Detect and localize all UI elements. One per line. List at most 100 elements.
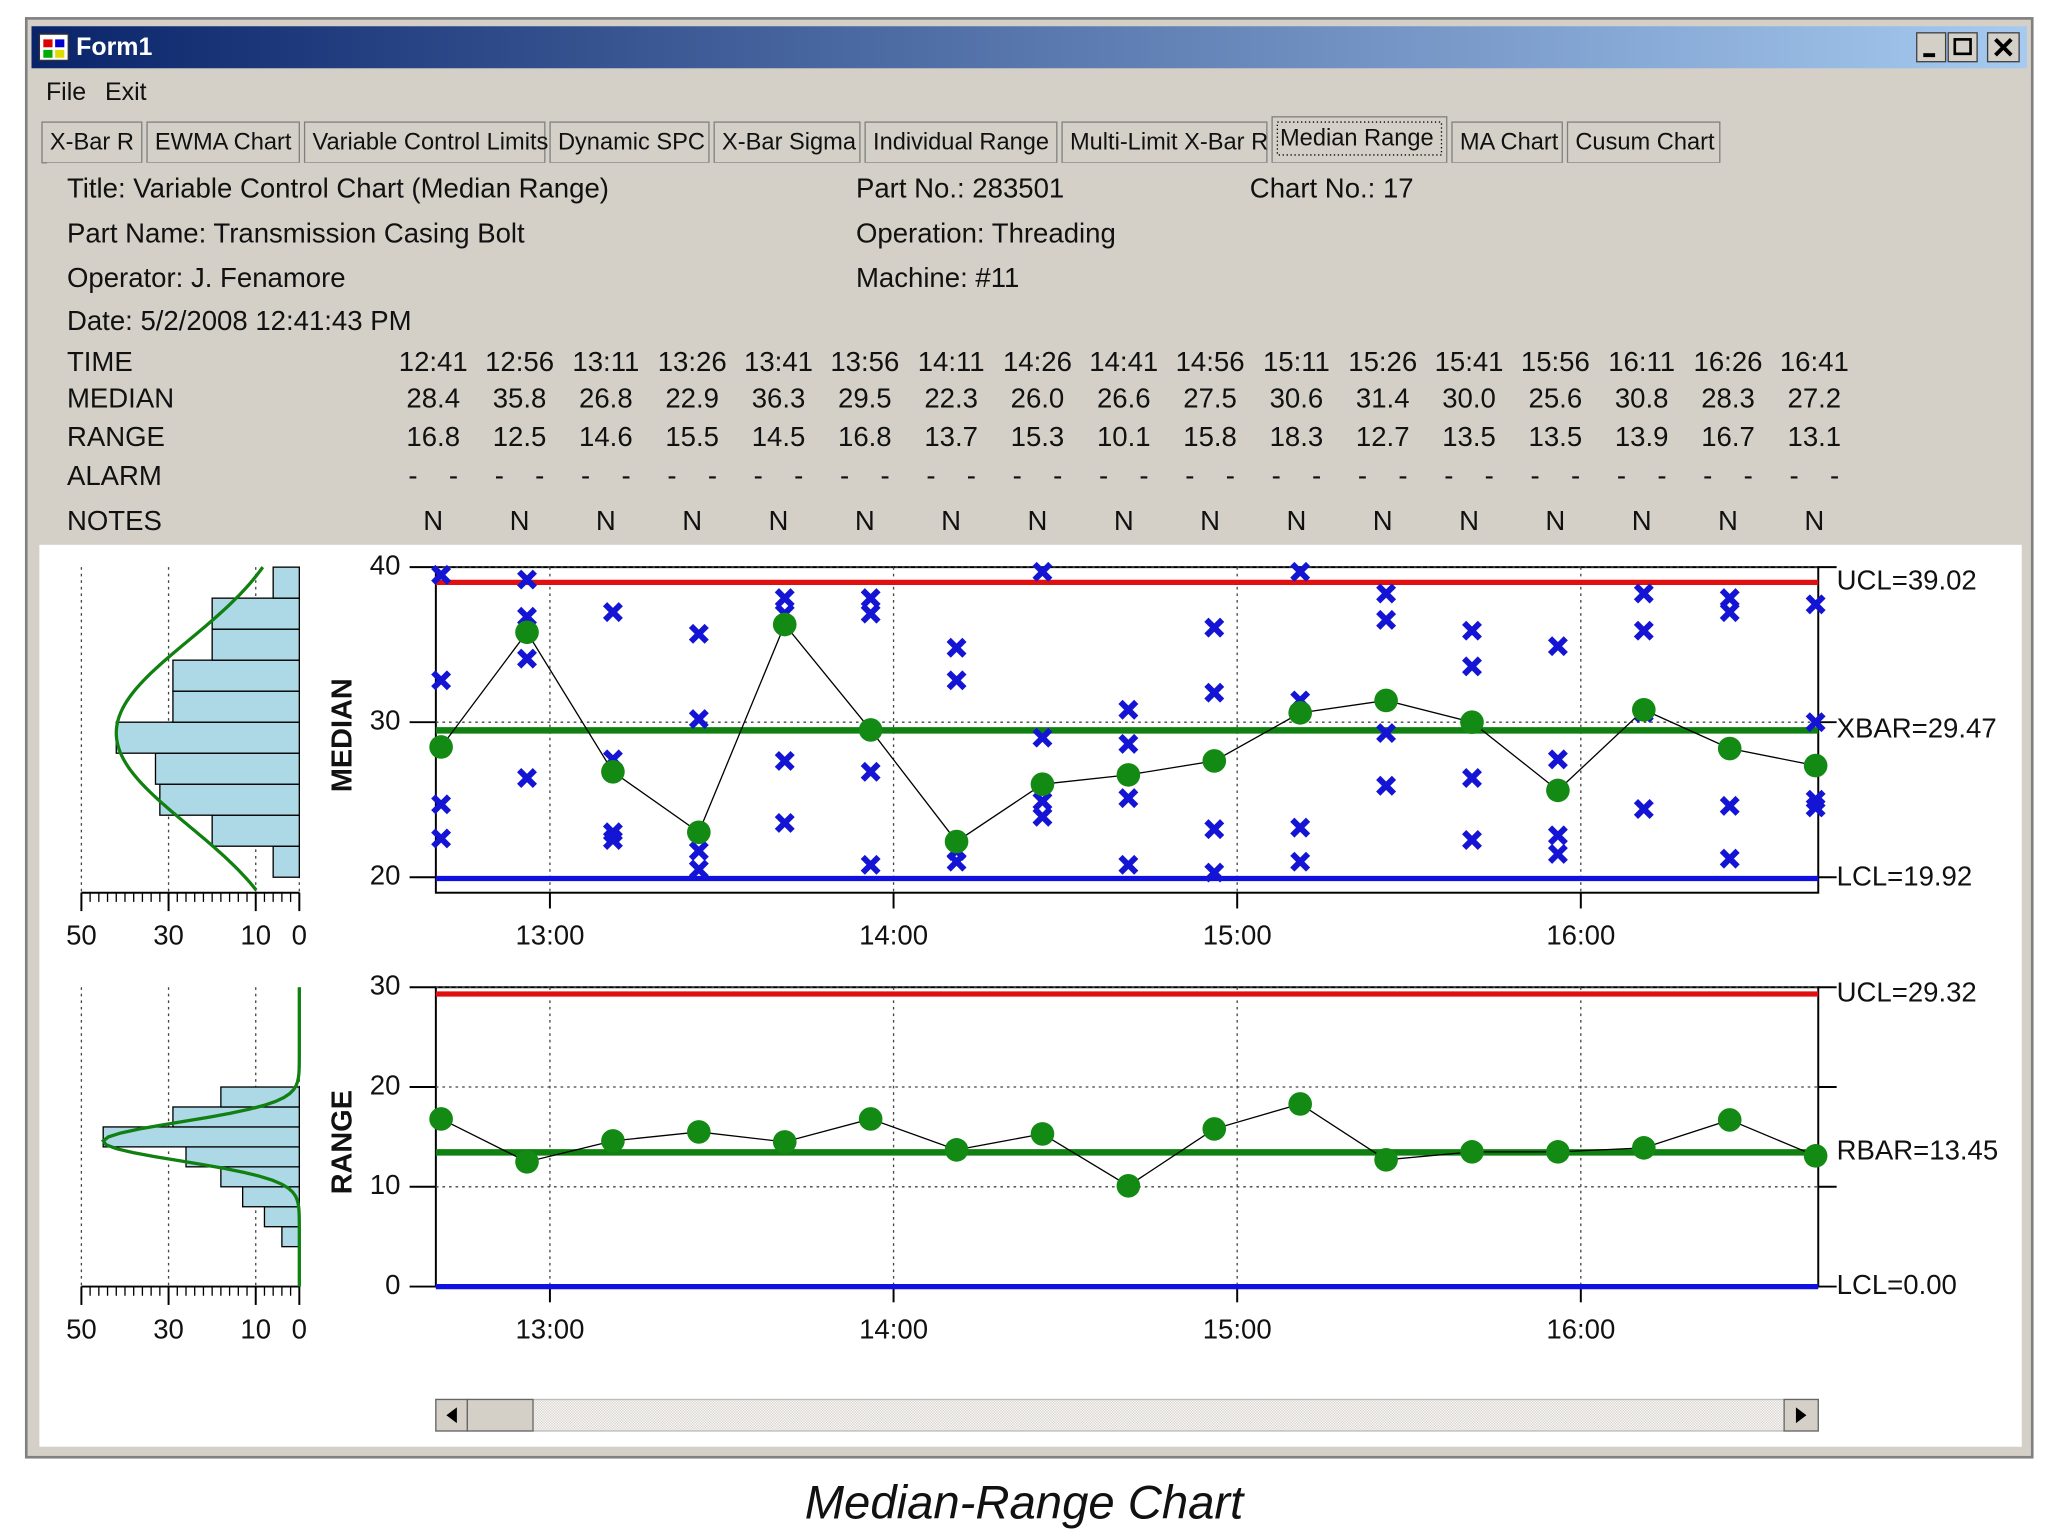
notes-cell: N: [1286, 505, 1306, 536]
series-point: [1288, 701, 1312, 725]
alarm-cell: - -: [1185, 460, 1235, 491]
sample-marker: [1462, 620, 1482, 641]
tab-label[interactable]: Cusum Chart: [1575, 129, 1715, 155]
sample-marker: [431, 828, 452, 849]
minimize-button[interactable]: [1916, 32, 1947, 63]
scroll-thumb[interactable]: [466, 1398, 534, 1432]
hist-bar: [281, 1226, 300, 1248]
sample-marker: [431, 794, 452, 815]
hist-bar: [154, 752, 300, 785]
tab[interactable]: [146, 121, 300, 164]
median-cell: 27.2: [1788, 383, 1842, 414]
sample-marker: [1547, 636, 1568, 657]
notes-cell: N: [1373, 505, 1393, 536]
time-cell: 13:56: [830, 346, 899, 377]
sample-marker: [688, 623, 709, 644]
sample-marker: [1805, 594, 1826, 615]
tab-label[interactable]: X-Bar R: [50, 129, 134, 155]
row-label: ALARM: [67, 460, 162, 491]
sample-marker: [517, 768, 537, 788]
hist-bar: [172, 659, 300, 692]
maximize-button[interactable]: [1947, 32, 1978, 63]
limit-label: XBAR=29.47: [1837, 713, 1997, 744]
time-cell: 15:26: [1348, 346, 1417, 377]
sample-marker: [860, 588, 881, 609]
time-cell: 13:41: [744, 346, 813, 377]
tab-label[interactable]: Dynamic SPC: [558, 129, 705, 155]
tab[interactable]: [1061, 121, 1268, 164]
sample-marker: [1118, 699, 1139, 720]
range-cell: 14.5: [752, 421, 806, 452]
alarm-cell: - -: [926, 460, 976, 491]
y-tick-label: 20: [370, 859, 401, 890]
series-point: [772, 612, 797, 637]
sample-marker: [431, 670, 452, 691]
time-cell: 13:26: [658, 346, 727, 377]
median-cell: 26.0: [1011, 383, 1065, 414]
time-cell: 15:56: [1521, 346, 1590, 377]
notes-cell: N: [769, 505, 789, 536]
tab[interactable]: [864, 121, 1058, 164]
median-cell: 30.0: [1442, 383, 1496, 414]
series-point: [1803, 1144, 1828, 1168]
alarm-cell: - -: [1358, 460, 1408, 491]
hist-bar: [172, 1106, 300, 1128]
header-field: Operator: J. Fenamore: [67, 262, 346, 293]
notes-cell: N: [682, 505, 702, 536]
notes-cell: N: [941, 505, 961, 536]
series-point: [1030, 772, 1055, 797]
sample-marker: [1290, 817, 1311, 838]
alarm-cell: - -: [1703, 460, 1753, 491]
tab-label[interactable]: Variable Control Limits: [312, 129, 548, 155]
normal-curve: [101, 987, 301, 1287]
window-buttons[interactable]: [1916, 32, 2020, 63]
scrollbar[interactable]: [435, 1398, 1819, 1432]
tab-label[interactable]: Individual Range: [873, 129, 1049, 155]
menu-item[interactable]: Exit: [105, 78, 147, 106]
notes-cell: N: [596, 505, 616, 536]
header-field: Title: Variable Control Chart (Median Ra…: [67, 173, 609, 204]
sample-marker: [860, 603, 881, 624]
tab[interactable]: [303, 121, 546, 164]
y-tick-label: 20: [370, 1069, 401, 1100]
x-tick-label: 15:00: [1203, 1313, 1272, 1344]
hist-bar: [211, 814, 300, 847]
alarm-cell: - -: [1617, 460, 1667, 491]
tab-label[interactable]: X-Bar Sigma: [722, 129, 857, 155]
sample-marker: [1032, 727, 1053, 748]
x-tick-label: 16:00: [1546, 920, 1615, 951]
range-cell: 13.5: [1529, 421, 1583, 452]
sample-marker: [1204, 617, 1225, 638]
range-cell: 15.3: [1011, 421, 1065, 452]
series-point: [429, 735, 453, 759]
tab[interactable]: [41, 121, 143, 164]
series-point: [429, 1107, 453, 1131]
range-cell: 12.7: [1356, 421, 1410, 452]
sample-marker: [1462, 656, 1482, 677]
x-tick-label: 16:00: [1546, 1313, 1615, 1344]
tab[interactable]: [1451, 121, 1563, 164]
y-tick-label: 30: [370, 970, 401, 1001]
tab-label[interactable]: Multi-Limit X-Bar R: [1070, 129, 1268, 155]
y-tick-label: 10: [370, 1169, 401, 1200]
tab-label[interactable]: MA Chart: [1460, 129, 1559, 155]
y-tick-label: 30: [370, 704, 401, 735]
series-point: [1202, 1117, 1227, 1141]
tab[interactable]: [549, 121, 710, 164]
tab-label[interactable]: Median Range: [1280, 125, 1434, 151]
y-axis-title: RANGE: [327, 1090, 359, 1194]
alarm-cell: - -: [840, 460, 890, 491]
tab-label[interactable]: EWMA Chart: [155, 129, 292, 155]
sample-marker: [1204, 819, 1225, 840]
tab[interactable]: [713, 121, 861, 164]
median-cell: 30.6: [1270, 383, 1324, 414]
time-cell: 15:41: [1435, 346, 1504, 377]
series-point: [1288, 1092, 1312, 1116]
tab[interactable]: [1566, 121, 1721, 164]
menu-item[interactable]: File: [46, 78, 86, 106]
scroll-right[interactable]: [1783, 1398, 1819, 1432]
sample-marker: [1633, 799, 1654, 819]
sample-marker: [1633, 583, 1654, 604]
range-cell: 13.1: [1788, 421, 1842, 452]
